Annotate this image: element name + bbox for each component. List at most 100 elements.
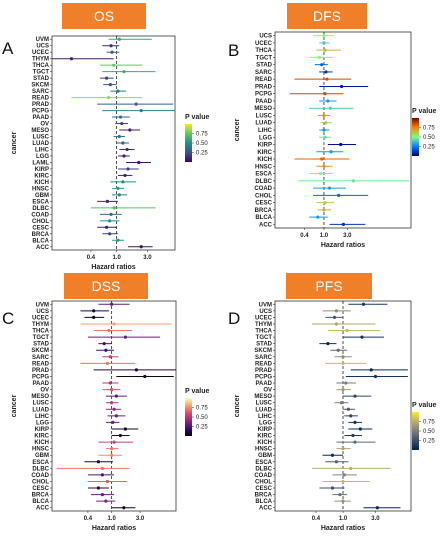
x-tick-label: 3.0 xyxy=(136,516,145,522)
hr-point xyxy=(341,499,345,503)
hr-point xyxy=(322,113,326,118)
cancer-label: THCA xyxy=(32,63,49,69)
cancer-label: THYM xyxy=(255,322,272,328)
hr-point xyxy=(126,167,130,171)
x-axis-title: Hazard ratios xyxy=(91,264,135,271)
hr-point xyxy=(112,440,116,444)
hr-point xyxy=(110,50,114,54)
hr-point xyxy=(116,89,120,93)
hr-point xyxy=(341,361,345,365)
hr-point xyxy=(112,206,116,210)
hr-point xyxy=(334,322,339,326)
cancer-label: KIRC xyxy=(257,434,272,440)
hr-point xyxy=(326,342,330,346)
cancer-label: ACC xyxy=(36,245,50,251)
cancer-label: UCS xyxy=(259,34,272,40)
cancer-label: ESCA xyxy=(32,199,49,205)
cancer-label: PCPG xyxy=(255,92,272,98)
hr-point xyxy=(325,77,329,81)
hr-point xyxy=(334,309,339,313)
hr-point xyxy=(125,147,129,152)
cancer-label: PRAD xyxy=(32,368,50,374)
hr-point xyxy=(322,41,326,45)
hr-point xyxy=(110,401,114,405)
hr-point xyxy=(349,414,353,418)
cancer-label: DLBC xyxy=(255,466,272,472)
cancer-label: GBM xyxy=(35,193,49,199)
hr-point xyxy=(318,171,323,176)
x-axis-title: Hazard ratios xyxy=(321,525,365,532)
cancer-label: LIHC xyxy=(258,414,273,420)
cancer-label: MESO xyxy=(254,394,272,400)
cancer-label: UVM xyxy=(259,302,272,308)
hr-point xyxy=(323,48,327,52)
x-tick-label: 1.0 xyxy=(112,255,121,261)
cancer-label: LUAD xyxy=(32,407,49,413)
cancer-label: HNSC xyxy=(32,447,50,453)
hr-point xyxy=(341,447,345,451)
cancer-label: KIRP xyxy=(258,427,272,433)
hr-point xyxy=(123,427,127,431)
legend-title: P value xyxy=(185,388,209,395)
hr-point xyxy=(106,96,111,100)
legend-colorbar xyxy=(412,118,419,156)
cancer-label: GBM xyxy=(35,453,49,459)
hr-point xyxy=(117,193,121,197)
legend-tick-label: 0.50 xyxy=(196,141,208,147)
x-tick-label: 0.4 xyxy=(312,516,321,522)
legend-tick-label: 0.75 xyxy=(423,126,435,132)
hr-point xyxy=(117,37,121,41)
cancer-label: CHOL xyxy=(255,193,272,199)
hr-point xyxy=(337,193,341,197)
hr-point xyxy=(105,225,109,229)
x-tick-label: 1.0 xyxy=(320,233,329,239)
hr-point xyxy=(100,492,105,497)
cancer-label: DLBC xyxy=(255,179,272,185)
cancer-label: READ xyxy=(255,361,273,367)
cancer-label: READ xyxy=(32,96,50,102)
hr-point xyxy=(351,433,355,438)
hr-point xyxy=(121,141,125,145)
hr-point xyxy=(108,381,112,385)
hr-point xyxy=(341,355,345,359)
hr-point xyxy=(102,342,106,346)
cancer-label: THCA xyxy=(32,329,49,335)
hr-point xyxy=(373,374,378,379)
hr-point xyxy=(358,427,362,431)
panel-b: DFSBUCSUCECTHCATGCTSTADSARCREADPRADPCPGP… xyxy=(228,3,436,249)
cancer-label: SARC xyxy=(32,89,50,95)
cancer-label: UCEC xyxy=(32,315,50,321)
hr-point xyxy=(96,460,101,464)
cancer-label: KIRC xyxy=(34,434,49,440)
pvalue-legend: P value 0.75 0.50 0.25 xyxy=(412,402,436,450)
cancer-label: THCA xyxy=(255,48,272,54)
cancer-label: STAD xyxy=(256,63,273,69)
cancer-label: THYM xyxy=(32,322,49,328)
hr-point xyxy=(369,368,373,372)
hr-point xyxy=(110,302,114,306)
hr-point xyxy=(104,348,108,352)
cancer-label: UVM xyxy=(36,37,49,43)
hr-point xyxy=(330,453,335,457)
hr-point xyxy=(118,433,122,438)
cancer-label: LGG xyxy=(36,154,49,160)
hr-point xyxy=(123,335,127,339)
cancer-label: LUSC xyxy=(256,401,273,407)
legend-title: P value xyxy=(185,114,209,121)
cancer-label: LUSC xyxy=(256,113,273,119)
cancer-label: READ xyxy=(32,361,50,367)
y-axis-title: cancer xyxy=(234,394,241,417)
legend-title: P value xyxy=(412,402,436,409)
x-tick-label: 0.4 xyxy=(87,255,96,261)
cancer-label: PRAD xyxy=(32,102,50,108)
hr-point xyxy=(338,492,342,497)
x-tick-label: 0.4 xyxy=(300,233,309,239)
hr-point xyxy=(329,150,333,154)
cancer-label: COAD xyxy=(31,212,49,218)
panel-title-banner xyxy=(286,273,372,299)
cancer-label: CHOL xyxy=(255,479,272,485)
cancer-label: KICH xyxy=(34,180,49,186)
cancer-label: ESCA xyxy=(32,460,49,466)
cancer-label: LUSC xyxy=(33,401,50,407)
cancer-label: MESO xyxy=(31,128,49,134)
